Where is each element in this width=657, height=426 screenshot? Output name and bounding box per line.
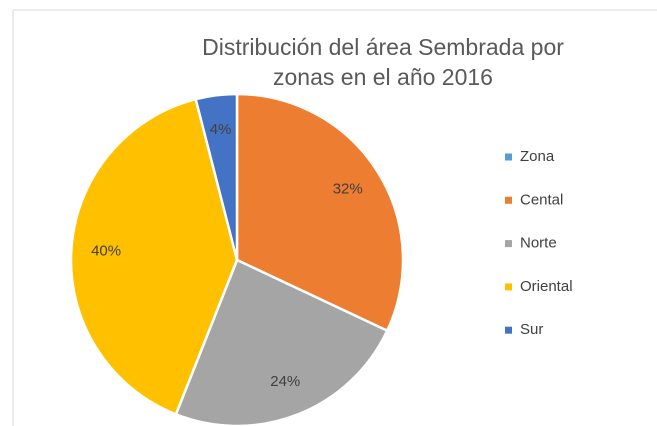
chart-title: Distribución del área Sembrada por	[202, 34, 564, 60]
legend-marker	[505, 153, 512, 161]
legend-marker	[505, 196, 512, 204]
pie-slice	[194, 92, 239, 261]
legend-label: Sur	[520, 321, 543, 338]
chart-title: zonas en el año 2016	[273, 64, 493, 90]
pie-slice	[69, 97, 239, 416]
pie-slice	[174, 258, 389, 426]
data-label: 40%	[91, 243, 121, 260]
legend-label: Norte	[520, 235, 557, 252]
data-label: 4%	[210, 121, 232, 138]
legend-label: Zona	[520, 148, 555, 165]
legend-marker	[505, 283, 512, 291]
legend-label: Oriental	[520, 278, 573, 295]
legend-marker	[505, 240, 512, 248]
pie-slice	[235, 92, 405, 333]
data-label: 24%	[270, 373, 300, 390]
legend-marker	[505, 326, 512, 334]
legend-label: Cental	[520, 191, 563, 208]
data-label: 32%	[333, 181, 363, 198]
